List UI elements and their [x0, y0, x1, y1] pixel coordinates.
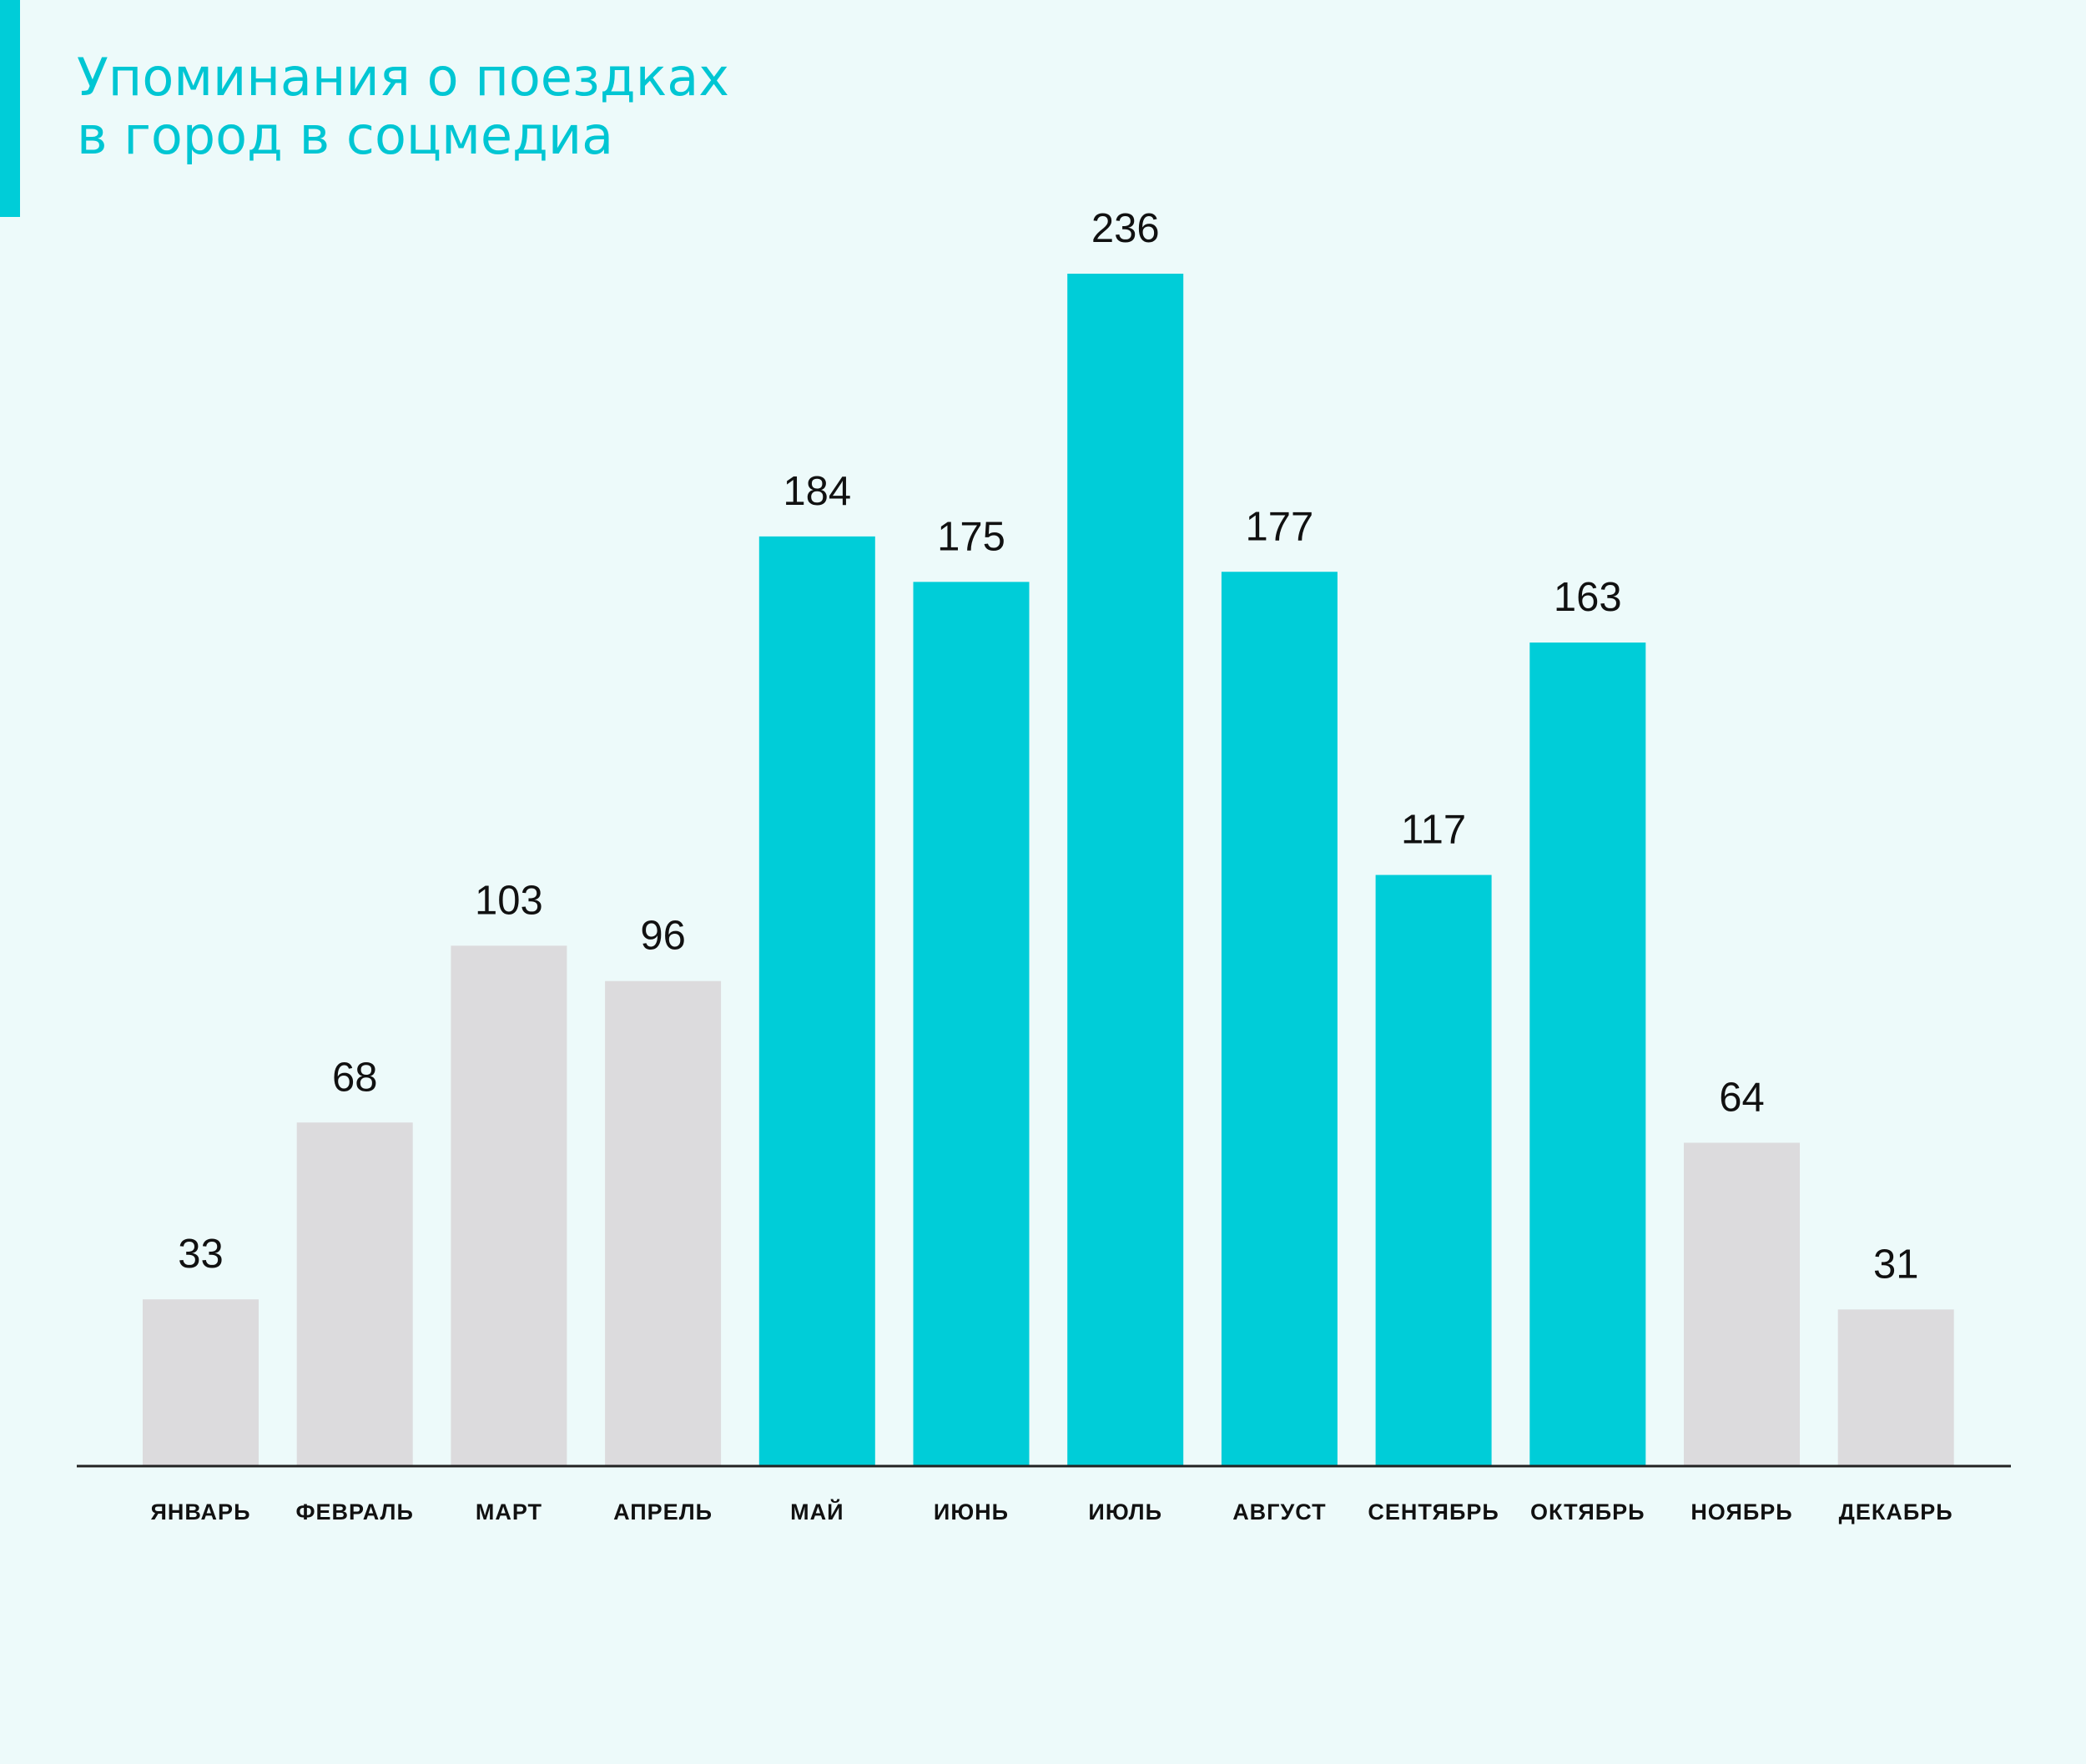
bar-9 — [1375, 874, 1492, 1466]
chart-title: Упоминания о поездках в город в соцмедиа — [77, 48, 1245, 165]
data-label-6: 175 — [937, 514, 1005, 559]
category-label-5: МАЙ — [790, 1499, 844, 1525]
chart-title-line-1: Упоминания о поездках — [77, 47, 729, 108]
category-label-9: СЕНТЯБРЬ — [1368, 1499, 1499, 1525]
bar-1 — [143, 1299, 259, 1466]
bar-2 — [296, 1122, 413, 1466]
accent-bar — [0, 0, 20, 217]
category-label-12: ДЕКАБРЬ — [1839, 1499, 1953, 1525]
data-label-12: 31 — [1873, 1242, 1919, 1287]
bar-11 — [1684, 1142, 1800, 1466]
bar-3 — [451, 945, 567, 1466]
data-label-9: 117 — [1401, 808, 1466, 853]
data-label-11: 64 — [1719, 1075, 1765, 1120]
bar-4 — [605, 980, 722, 1466]
data-label-4: 96 — [640, 914, 686, 959]
data-label-7: 236 — [1091, 206, 1160, 251]
bar-6 — [913, 582, 1030, 1467]
chart-title-line-2: в город в соцмедиа — [77, 105, 614, 166]
bar-5 — [758, 536, 875, 1466]
bar-7 — [1067, 274, 1184, 1466]
data-label-5: 184 — [783, 469, 851, 514]
category-label-11: НОЯБРЬ — [1690, 1499, 1792, 1525]
bar-10 — [1529, 643, 1646, 1466]
bar-8 — [1221, 572, 1338, 1466]
data-label-8: 177 — [1246, 504, 1314, 549]
category-label-6: ИЮНЬ — [934, 1499, 1009, 1525]
category-label-4: АПРЕЛЬ — [613, 1499, 713, 1525]
data-label-10: 163 — [1554, 575, 1622, 620]
category-label-8: АВГУСТ — [1232, 1499, 1326, 1525]
category-label-7: ИЮЛЬ — [1088, 1499, 1162, 1525]
data-label-3: 103 — [475, 878, 543, 923]
bar-12 — [1837, 1309, 1954, 1466]
category-label-10: ОКТЯБРЬ — [1530, 1499, 1645, 1525]
category-label-1: ЯНВАРЬ — [151, 1499, 251, 1525]
category-label-3: МАРТ — [476, 1499, 542, 1525]
data-label-1: 33 — [178, 1232, 224, 1277]
category-label-2: ФЕВРАЛЬ — [296, 1499, 414, 1525]
data-label-2: 68 — [332, 1055, 378, 1100]
